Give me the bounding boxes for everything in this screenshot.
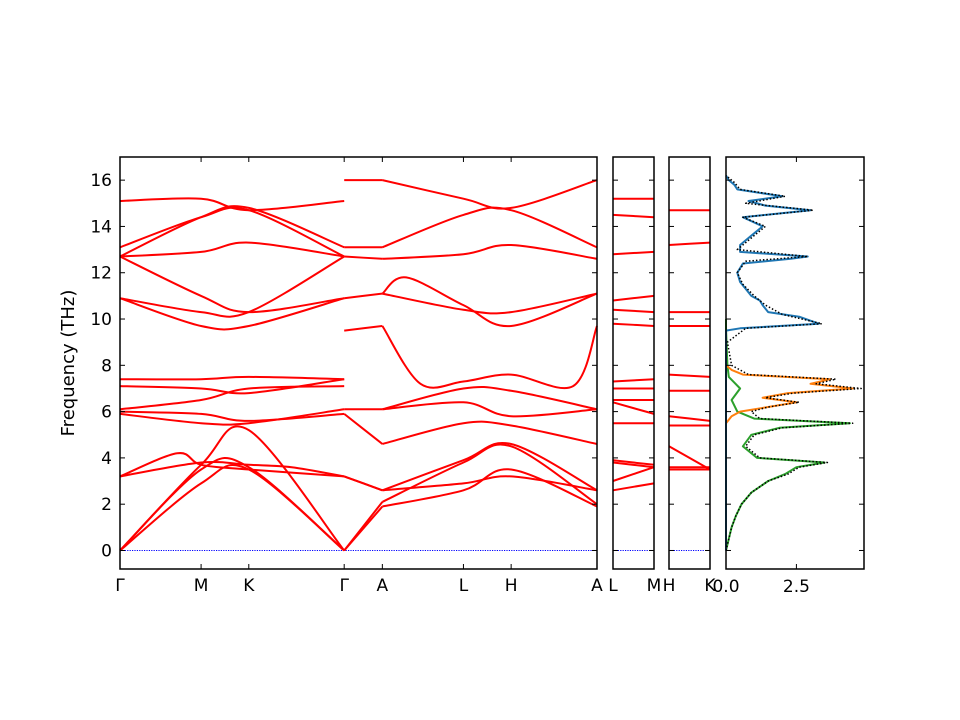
- phonon-band-line: [119, 206, 345, 258]
- phonon-band-line: [612, 250, 655, 256]
- phonon-band-line: [119, 408, 345, 426]
- x-tick-label: M: [647, 576, 662, 596]
- y-tick-label: 6: [101, 403, 112, 423]
- phonon-band-line: [382, 385, 598, 411]
- phonon-band-line: [668, 241, 711, 246]
- y-tick-label: 2: [101, 495, 112, 515]
- panel-frame: [119, 156, 598, 570]
- phonon-band-line: [119, 425, 345, 552]
- phonon-band-line: [382, 206, 598, 249]
- x-tick-label: Γ: [339, 576, 349, 596]
- dos-curve-total: [725, 174, 862, 551]
- dos-curve-b: [725, 364, 854, 551]
- phonon-band-line: [612, 466, 655, 482]
- phonon-band-line: [612, 459, 655, 466]
- dos-panel: 0.0 2.5: [712, 156, 865, 597]
- phonon-band-line: [343, 475, 383, 492]
- phonon-band-line: [381, 325, 598, 389]
- phonon-band-line: [343, 413, 384, 445]
- phonon-band-line: [119, 255, 345, 318]
- phonon-band-line: [382, 292, 598, 315]
- phonon-band-line: [612, 401, 655, 415]
- panel-frame: [612, 156, 655, 570]
- phonon-band-line: [119, 375, 345, 381]
- y-tick-label: 16: [90, 171, 112, 191]
- y-axis-label: Frequency (THz): [58, 290, 79, 437]
- phonon-band-line: [119, 452, 345, 478]
- phonon-band-line: [612, 213, 655, 219]
- phonon-band-line: [382, 420, 598, 445]
- phonon-band-line: [382, 475, 598, 492]
- x-tick-label: A: [377, 576, 389, 596]
- phonon-band-line: [119, 378, 345, 395]
- phonon-band-line: [668, 445, 711, 471]
- phonon-band-line: [382, 179, 598, 210]
- dos-curve-a: [725, 174, 820, 551]
- y-tick-label: 8: [101, 356, 112, 376]
- phonon-band-line: [119, 464, 345, 552]
- x-tick-label: A: [591, 576, 603, 596]
- phonon-band-line: [382, 468, 598, 508]
- phonon-band-line: [382, 441, 598, 492]
- phonon-band-line: [119, 241, 345, 258]
- phonon-band-line: [612, 461, 655, 469]
- phonon-band-line: [668, 373, 711, 378]
- y-tick-label: 10: [90, 310, 112, 330]
- x-tick-label: H: [663, 576, 676, 596]
- phonon-band-line: [119, 460, 345, 478]
- y-tick-label: 12: [90, 264, 112, 284]
- phonon-band-line: [343, 501, 384, 552]
- panel-frame: [725, 156, 865, 570]
- phonon-band-line: [344, 292, 383, 300]
- phonon-band-line: [119, 410, 345, 422]
- band-panel-main: 0 2 4 6 8 10 12 14 16 Γ M K Γ A L H A: [90, 156, 603, 596]
- dos-x-tick-label: 0.0: [712, 577, 739, 597]
- x-tick-label: K: [704, 576, 716, 596]
- phonon-band-line: [119, 205, 345, 258]
- phonon-band-line: [668, 415, 711, 422]
- x-tick-label: H: [505, 576, 518, 596]
- phonon-band-line: [119, 197, 345, 212]
- phonon-band-line: [119, 385, 345, 411]
- dos-x-tick-label: 2.5: [783, 577, 810, 597]
- y-tick-label: 14: [90, 217, 112, 237]
- phonon-band-line: [612, 482, 655, 492]
- phonon-band-line: [381, 276, 598, 328]
- y-tick-label: 4: [101, 449, 112, 469]
- dos-curve-c: [725, 319, 851, 551]
- phonon-band-line: [344, 255, 383, 260]
- phonon-band-line: [612, 294, 655, 302]
- phonon-band-line: [344, 325, 383, 332]
- phonon-band-line: [119, 255, 345, 314]
- phonon-band-line: [612, 308, 655, 314]
- x-tick-label: L: [608, 576, 618, 596]
- panel-frame: [668, 156, 711, 570]
- x-tick-label: M: [194, 576, 209, 596]
- phonon-band-line: [382, 401, 598, 418]
- x-tick-label: Γ: [115, 576, 125, 596]
- phonon-band-line: [382, 243, 598, 260]
- phonon-band-line: [612, 322, 655, 327]
- phonon-band-line: [612, 378, 655, 383]
- y-tick-label: 0: [101, 541, 112, 561]
- phonon-band-line: [119, 297, 345, 331]
- x-tick-label: L: [459, 576, 469, 596]
- x-tick-label: K: [243, 576, 255, 596]
